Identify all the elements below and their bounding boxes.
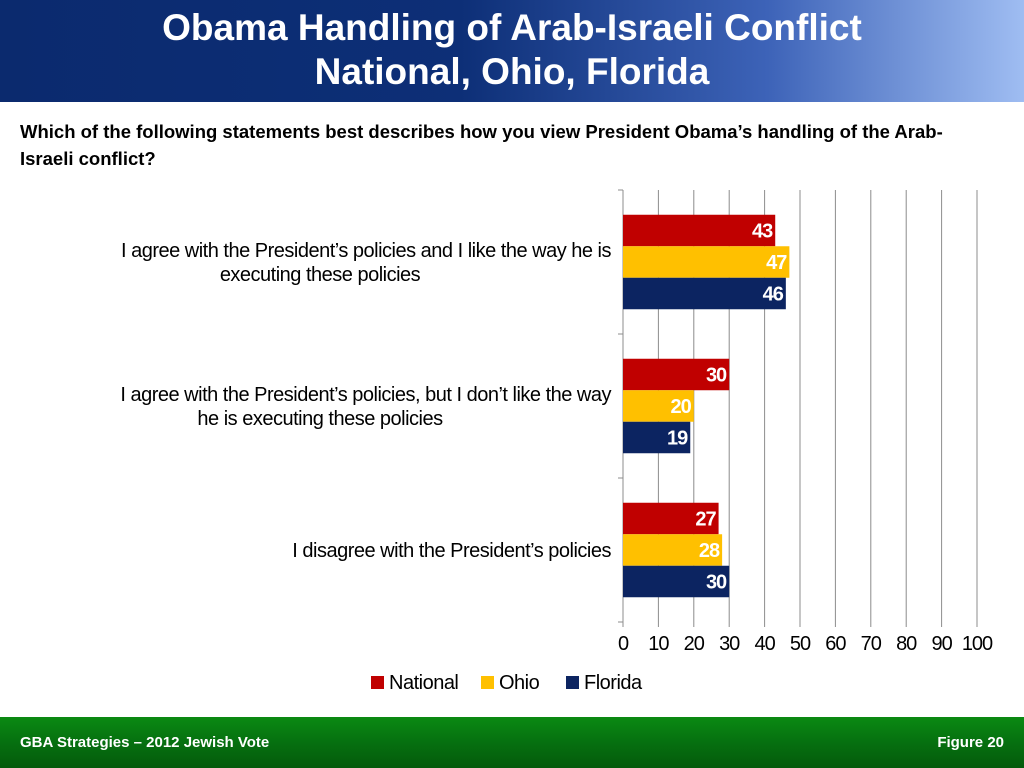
title-line-1: Obama Handling of Arab-Israeli Conflict [162,7,862,48]
data-label: 28 [699,540,720,562]
legend-swatch-national [371,676,384,689]
survey-question: Which of the following statements best d… [20,121,943,169]
x-tick-label: 0 [618,633,629,655]
bar-national [623,214,776,247]
bar-ohio [623,390,694,422]
bar-florida [623,277,786,310]
bar-chart: 0 10 20 30 40 50 60 70 80 90 100 43 47 46 I agree with… [120,189,994,694]
category-label: he is executing these policies [197,408,443,430]
x-tick-label: 90 [931,633,952,655]
data-label: 27 [695,509,716,531]
x-tick-label: 10 [648,633,669,655]
legend-swatch-ohio [481,676,494,689]
category-label: I agree with the President’s policies, b… [120,384,611,406]
bar-florida [623,421,691,454]
bar-national [623,358,730,391]
data-label: 43 [752,221,773,243]
figure-number: Figure 20 [937,734,1004,751]
x-tick-label: 40 [754,633,775,655]
category-label: I agree with the President’s policies an… [121,240,612,262]
bar-national [623,502,719,535]
data-label: 19 [667,428,688,450]
data-label: 46 [763,284,784,306]
header-banner: Obama Handling of Arab-Israeli Conflict … [0,0,1024,102]
footer-bar: GBA Strategies – 2012 Jewish Vote Figure… [0,717,1024,768]
x-tick-label: 100 [962,633,993,655]
x-tick-label: 70 [861,633,882,655]
x-tick-label: 60 [825,633,846,655]
legend-swatch-florida [566,676,579,689]
bar-ohio [623,534,723,566]
data-label: 30 [706,572,727,594]
x-tick-label: 50 [790,633,811,655]
legend-label-national: National [389,672,458,694]
data-label: 30 [706,365,727,387]
bar-ohio [623,246,790,278]
data-label: 47 [766,252,787,274]
category-label: I disagree with the President’s policies [292,540,611,562]
page-title: Obama Handling of Arab-Israeli Conflict … [0,6,1024,94]
bar-florida [623,565,730,598]
data-label: 20 [671,396,692,418]
x-tick-label: 30 [719,633,740,655]
x-tick-label: 80 [896,633,917,655]
title-line-2: National, Ohio, Florida [314,51,710,92]
footer-source: GBA Strategies – 2012 Jewish Vote [20,734,270,751]
legend-label-florida: Florida [584,672,643,694]
x-tick-label: 20 [684,633,705,655]
category-label: executing these policies [220,264,421,286]
legend-label-ohio: Ohio [499,672,540,694]
